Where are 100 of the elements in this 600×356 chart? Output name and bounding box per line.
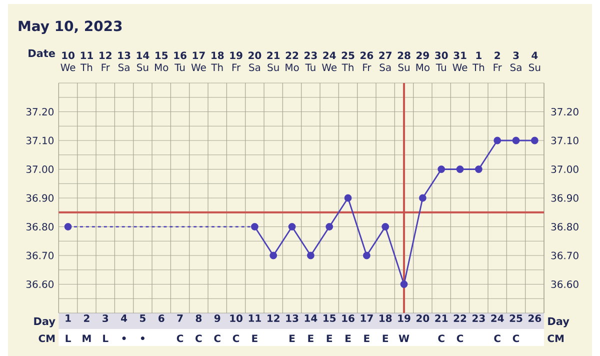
x-tick-label: 3 (102, 314, 108, 322)
point (456, 166, 464, 173)
text: E (290, 334, 295, 342)
text: C (196, 334, 202, 342)
point (288, 223, 296, 230)
x-tick-label: 18 (380, 314, 392, 322)
point (474, 166, 482, 173)
text: Day (548, 317, 570, 328)
text: 14 (136, 52, 150, 60)
text: Mo (286, 64, 299, 72)
point (530, 136, 538, 144)
y2-tick-label: 36.80 (551, 222, 578, 231)
text: Mo (155, 64, 168, 72)
y-tick-label: 36.80 (26, 222, 54, 231)
text: E (382, 334, 388, 342)
text: Date (28, 49, 55, 58)
text: 21 (267, 52, 280, 60)
text: Tu (436, 64, 446, 72)
x-tick-label: 20 (416, 314, 430, 322)
text: We (60, 64, 76, 72)
text: 4 (532, 52, 538, 60)
text: We (191, 64, 206, 72)
text: W (398, 334, 410, 342)
point (250, 223, 258, 230)
x-tick-label: 10 (230, 314, 242, 322)
text: 2 (494, 52, 500, 60)
text: E (308, 334, 314, 342)
x-tick-label: 11 (248, 314, 261, 322)
text: Th (80, 63, 92, 72)
x-tick-label: 8 (196, 314, 202, 322)
y-tick-label: 36.90 (26, 194, 54, 202)
text: Sa (249, 64, 260, 72)
x-tick-label: 13 (286, 314, 298, 322)
text: Mo (416, 64, 430, 72)
y-tick-label: 37.00 (26, 165, 54, 174)
point (64, 223, 72, 230)
text: M (82, 334, 91, 342)
text: C (438, 334, 444, 342)
x-tick-label: 7 (177, 314, 183, 322)
text: C (232, 334, 240, 342)
point (270, 252, 278, 260)
text: Fr (363, 64, 372, 72)
text: C (456, 334, 464, 342)
text: Sa (118, 64, 130, 72)
text: Th (211, 63, 223, 72)
text: C (214, 334, 220, 342)
point (344, 194, 352, 202)
y-tick-label: 36.60 (26, 280, 54, 288)
text: 22 (286, 52, 298, 60)
text: CM (38, 334, 55, 342)
x-tick-label: 4 (121, 314, 128, 322)
x-tick-label: 14 (304, 314, 318, 322)
point (382, 223, 390, 230)
text: Su (268, 64, 279, 72)
text: 11 (80, 52, 93, 60)
text: E (326, 334, 332, 342)
text: 23 (304, 52, 317, 60)
y2-tick-label: 37.20 (551, 108, 578, 116)
text: 25 (342, 52, 354, 60)
x-tick-label: 12 (268, 314, 280, 322)
text: Fr (102, 64, 110, 72)
point (400, 280, 408, 288)
x-tick-label: 24 (491, 314, 504, 322)
text: Sa (380, 64, 391, 72)
x-tick-label: 19 (398, 314, 410, 322)
x-axis-title: Day (34, 317, 56, 328)
text: • (122, 336, 126, 340)
text: Tu (174, 64, 185, 72)
text: 19 (230, 52, 242, 60)
text: 13 (118, 52, 130, 60)
y2-tick-label: 36.60 (551, 280, 578, 288)
y-tick-label: 37.10 (26, 136, 54, 144)
text: 1 (476, 52, 482, 60)
text: Th (342, 63, 354, 72)
text: Su (529, 64, 540, 72)
text: 27 (379, 52, 392, 60)
x-tick-label: 15 (324, 314, 336, 322)
point (326, 223, 334, 230)
y-tick-label: 36.70 (26, 252, 54, 260)
text: Th (472, 63, 484, 72)
text: Su (398, 64, 410, 72)
text: 10 (62, 52, 74, 60)
x-tick-label: 6 (158, 314, 164, 322)
text: 26 (360, 52, 374, 60)
text: Fr (232, 64, 241, 72)
chart-title: May 10, 2023 (18, 20, 122, 34)
text: Fr (494, 64, 502, 72)
text: E (364, 334, 370, 342)
text: • (140, 336, 144, 340)
text: 17 (192, 52, 205, 60)
y-tick-label: 37.20 (26, 108, 54, 116)
text: 30 (435, 52, 448, 60)
x-tick-label: 2 (84, 314, 90, 322)
y2-tick-label: 36.70 (551, 252, 578, 260)
text: L (103, 334, 108, 342)
text: 12 (100, 52, 112, 60)
text: Sa (510, 64, 522, 72)
text: C (176, 334, 184, 342)
text: 16 (174, 52, 186, 60)
text: C (494, 334, 500, 342)
